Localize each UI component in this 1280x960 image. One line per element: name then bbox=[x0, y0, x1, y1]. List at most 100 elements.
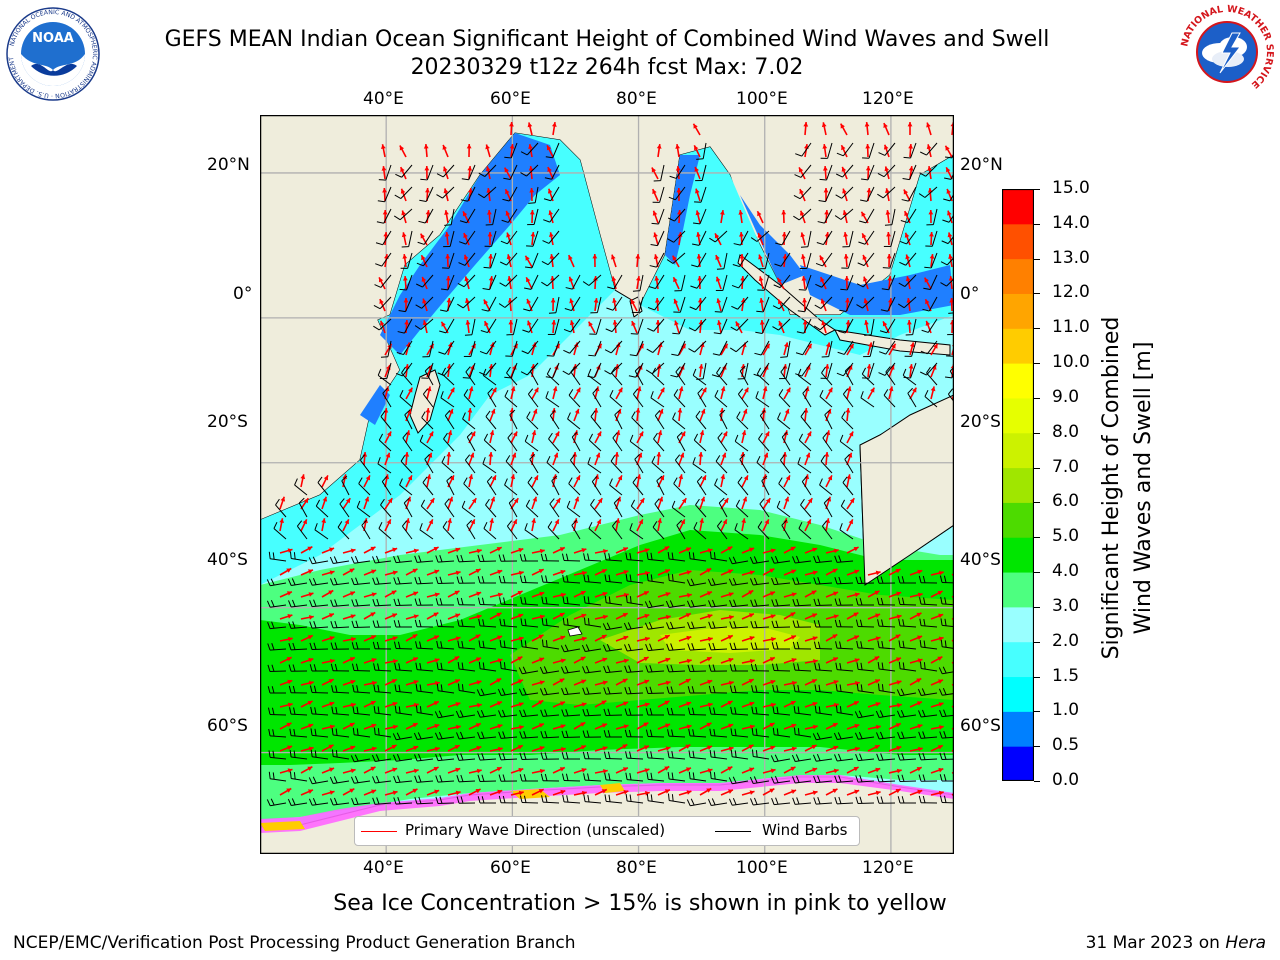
wind-barb bbox=[351, 663, 371, 672]
wind-barb bbox=[330, 642, 350, 650]
wave-arrow bbox=[321, 678, 335, 686]
wave-arrow bbox=[672, 276, 680, 290]
wave-arrow bbox=[657, 408, 664, 422]
wind-barb bbox=[583, 574, 602, 584]
colorbar-swatch bbox=[1002, 397, 1034, 434]
wind-barb bbox=[415, 684, 434, 694]
wave-arrow bbox=[321, 701, 335, 708]
wind-barb bbox=[571, 431, 581, 452]
wave-arrow bbox=[636, 721, 649, 730]
wave-arrow bbox=[489, 569, 503, 576]
wind-barb bbox=[373, 663, 392, 672]
wind-barb bbox=[541, 274, 560, 287]
wind-barb bbox=[812, 754, 833, 762]
wind-barb bbox=[813, 775, 833, 784]
wind-barb bbox=[714, 478, 728, 496]
wave-arrow bbox=[762, 386, 768, 400]
wind-barb bbox=[543, 186, 560, 202]
wind-barb bbox=[337, 521, 350, 540]
wind-barb bbox=[674, 274, 686, 292]
wave-arrow bbox=[909, 635, 923, 642]
wind-barb bbox=[351, 577, 371, 586]
wave-arrow bbox=[741, 744, 754, 752]
wave-arrow bbox=[488, 451, 494, 466]
wave-arrow bbox=[363, 658, 377, 664]
wave-arrow bbox=[825, 548, 839, 554]
wave-arrow bbox=[678, 678, 691, 686]
wind-barb bbox=[817, 208, 833, 224]
wind-barb bbox=[540, 687, 560, 696]
wind-barb bbox=[863, 340, 875, 358]
wind-barb bbox=[925, 230, 938, 247]
wave-arrow bbox=[384, 518, 392, 532]
wind-barb bbox=[771, 642, 790, 650]
wind-barb bbox=[507, 432, 518, 452]
wind-barb bbox=[917, 688, 938, 696]
wind-barb bbox=[268, 551, 287, 562]
wave-arrow bbox=[426, 452, 433, 466]
wave-arrow bbox=[928, 209, 934, 224]
wave-arrow bbox=[594, 746, 608, 752]
wind-barb bbox=[670, 362, 686, 378]
lon-label-bottom: 80°E bbox=[616, 858, 657, 878]
wave-arrow bbox=[720, 569, 734, 576]
wind-barb bbox=[399, 478, 413, 496]
wind-barb bbox=[856, 662, 875, 672]
wind-barb bbox=[462, 362, 476, 379]
wind-barb bbox=[897, 576, 916, 584]
wind-barb bbox=[331, 749, 350, 760]
wave-arrow bbox=[321, 547, 335, 554]
wave-arrow bbox=[720, 592, 734, 598]
wind-barb bbox=[716, 366, 728, 386]
colorbar-swatch bbox=[1002, 189, 1034, 225]
wind-barb bbox=[729, 642, 749, 651]
wave-arrow bbox=[444, 231, 450, 246]
wind-barb bbox=[778, 477, 791, 496]
wind-barb bbox=[483, 521, 497, 540]
wave-arrow bbox=[741, 475, 749, 488]
wave-arrow bbox=[909, 658, 923, 664]
wind-barb bbox=[457, 619, 476, 628]
wave-arrow bbox=[695, 210, 701, 224]
wave-arrow bbox=[552, 546, 566, 554]
wind-barb bbox=[667, 230, 686, 243]
wave-arrow bbox=[426, 546, 439, 554]
wind-barb bbox=[509, 409, 518, 430]
wave-arrow bbox=[678, 635, 692, 642]
wave-height-map bbox=[260, 115, 954, 854]
wind-barb bbox=[919, 142, 938, 156]
wave-arrow bbox=[463, 232, 470, 246]
wind-barb bbox=[897, 774, 917, 783]
wind-barb bbox=[461, 500, 476, 518]
wave-arrow bbox=[825, 518, 830, 532]
wave-arrow bbox=[825, 656, 839, 664]
wave-arrow bbox=[825, 680, 839, 686]
colorbar-tick-label: 0.5 bbox=[1052, 735, 1080, 756]
wave-arrow bbox=[948, 275, 954, 290]
wind-barb bbox=[569, 454, 581, 474]
wind-barb bbox=[341, 475, 350, 496]
wind-barb bbox=[394, 684, 413, 694]
wind-barb bbox=[819, 389, 833, 408]
wind-barb bbox=[543, 208, 560, 223]
wind-barb bbox=[624, 686, 644, 695]
wave-arrow bbox=[735, 321, 743, 334]
wave-arrow bbox=[612, 298, 617, 312]
wave-direction-arrows bbox=[279, 121, 954, 796]
wind-barb bbox=[772, 296, 791, 310]
wave-arrow bbox=[888, 568, 901, 576]
wind-barb bbox=[921, 318, 938, 333]
wind-barb bbox=[520, 639, 539, 650]
wave-arrow bbox=[867, 342, 873, 356]
wave-arrow bbox=[930, 702, 944, 708]
wave-arrow bbox=[508, 319, 514, 334]
wind-barb bbox=[858, 230, 875, 245]
wind-barb bbox=[590, 296, 602, 314]
colorbar-tick-mark bbox=[1034, 537, 1040, 539]
wind-barb bbox=[288, 642, 308, 651]
wave-arrow bbox=[321, 518, 326, 532]
wave-arrow bbox=[758, 254, 764, 268]
wave-arrow bbox=[279, 614, 293, 620]
wave-arrow bbox=[465, 298, 470, 312]
wave-arrow bbox=[321, 767, 335, 774]
